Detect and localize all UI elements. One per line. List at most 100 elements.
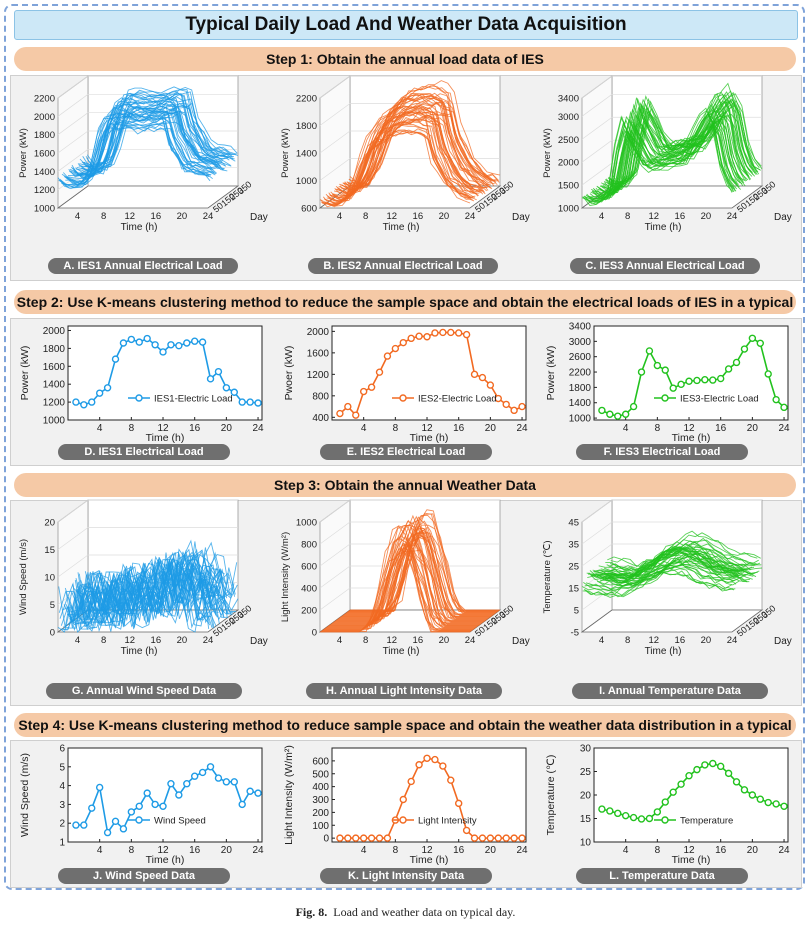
data-point [246, 398, 254, 406]
grid-line [319, 499, 351, 523]
x-tick-label: 20 [485, 423, 497, 434]
y-tick-label: 2 [59, 819, 65, 830]
data-point [190, 772, 199, 780]
y-tick-label: 1600 [43, 362, 66, 373]
data-point [637, 368, 646, 376]
data-point [685, 377, 693, 385]
data-point [614, 809, 622, 818]
y-tick-label: 400 [312, 782, 329, 793]
data-point [344, 402, 352, 411]
caption-label: Fig. 8. [295, 905, 328, 919]
x-tick-label: 4 [361, 423, 367, 434]
grid-line [57, 112, 89, 135]
legend-label: Wind Speed [154, 816, 206, 827]
day-curve [611, 550, 763, 576]
y-axis-label: Pwoer (kW) [283, 346, 295, 401]
data-point [693, 376, 701, 385]
y-tick-label: 2000 [43, 326, 66, 337]
grid-line [57, 75, 89, 99]
data-point [462, 826, 471, 835]
x-tick-label: 24 [252, 423, 264, 434]
grid-line [581, 162, 613, 186]
data-point [494, 834, 502, 842]
grid-line [581, 94, 613, 117]
data-point [447, 328, 455, 337]
x-tick-label: 20 [439, 635, 450, 646]
x-tick-label: 24 [252, 845, 264, 856]
data-point [764, 798, 772, 807]
data-point [629, 813, 638, 822]
z-tick-label: 50 [473, 624, 487, 638]
data-point [772, 395, 780, 404]
x-tick-label: 16 [189, 845, 201, 856]
data-point [230, 778, 238, 786]
data-point [780, 403, 788, 412]
day-curve [347, 534, 498, 613]
y-tick-label: 500 [312, 769, 329, 780]
label-e: E. IES2 Electrical Load [320, 444, 492, 460]
data-point [183, 339, 191, 347]
legend-marker [135, 816, 143, 824]
day-curve [333, 519, 484, 623]
data-point [637, 815, 646, 823]
y-tick-label: 6 [59, 744, 65, 755]
x-tick-label: 12 [157, 423, 169, 434]
x-tick-label: 20 [177, 211, 188, 222]
data-point [167, 341, 175, 349]
data-point [431, 755, 439, 764]
y-tick-label: 1400 [43, 380, 66, 391]
x-tick-label: 8 [655, 423, 661, 434]
grid-line [319, 158, 351, 181]
day-curve [87, 547, 239, 611]
day-curve [337, 93, 489, 193]
x-tick-label: 12 [421, 845, 433, 856]
label-k: K. Light Intensity Data [320, 868, 492, 884]
data-point [151, 341, 159, 349]
data-point [367, 834, 376, 842]
day-curve [610, 105, 761, 185]
day-curve [73, 555, 224, 622]
day-curve [81, 89, 233, 168]
y-tick-label: 10 [44, 573, 55, 584]
data-point [454, 329, 463, 337]
y-tick-label: 15 [568, 584, 579, 595]
day-curve [600, 542, 751, 576]
z-axis-label: Day [774, 636, 792, 647]
x-tick-label: 24 [727, 635, 738, 646]
figure-title: Typical Daily Load And Weather Data Acqu… [14, 10, 798, 40]
data-point [344, 834, 352, 842]
y-tick-label: 20 [580, 791, 592, 802]
data-point [470, 370, 479, 379]
data-point [621, 811, 630, 820]
data-point [606, 807, 614, 815]
x-tick-label: 16 [151, 635, 162, 646]
data-point [383, 834, 392, 842]
day-curve [597, 563, 748, 587]
data-point [462, 330, 471, 339]
grid-line [319, 565, 351, 589]
y-axis-label: Power (kW) [545, 346, 557, 401]
data-point [375, 368, 384, 376]
day-curve [65, 126, 217, 186]
y-tick-label: 5 [59, 762, 65, 773]
x-tick-label: 20 [701, 635, 712, 646]
y-tick-label: 1400 [296, 149, 317, 160]
floor [56, 185, 240, 209]
data-point [645, 347, 654, 355]
data-point [740, 345, 749, 353]
y-axis-label: Wind Speed (m/s) [19, 753, 31, 837]
y-tick-label: 2200 [569, 368, 592, 379]
data-point [447, 776, 455, 784]
data-point [701, 761, 709, 769]
data-point [780, 802, 788, 810]
data-point [352, 411, 360, 419]
data-point [486, 834, 495, 842]
data-point [175, 791, 183, 799]
day-curve [611, 93, 762, 183]
x-tick-label: 24 [727, 211, 738, 222]
x-tick-label: 8 [625, 635, 630, 646]
z-tick-label: 50 [211, 200, 225, 214]
day-curve [337, 529, 488, 620]
label-i: I. Annual Temperature Data [572, 683, 768, 699]
y-tick-label: 1500 [558, 181, 579, 192]
